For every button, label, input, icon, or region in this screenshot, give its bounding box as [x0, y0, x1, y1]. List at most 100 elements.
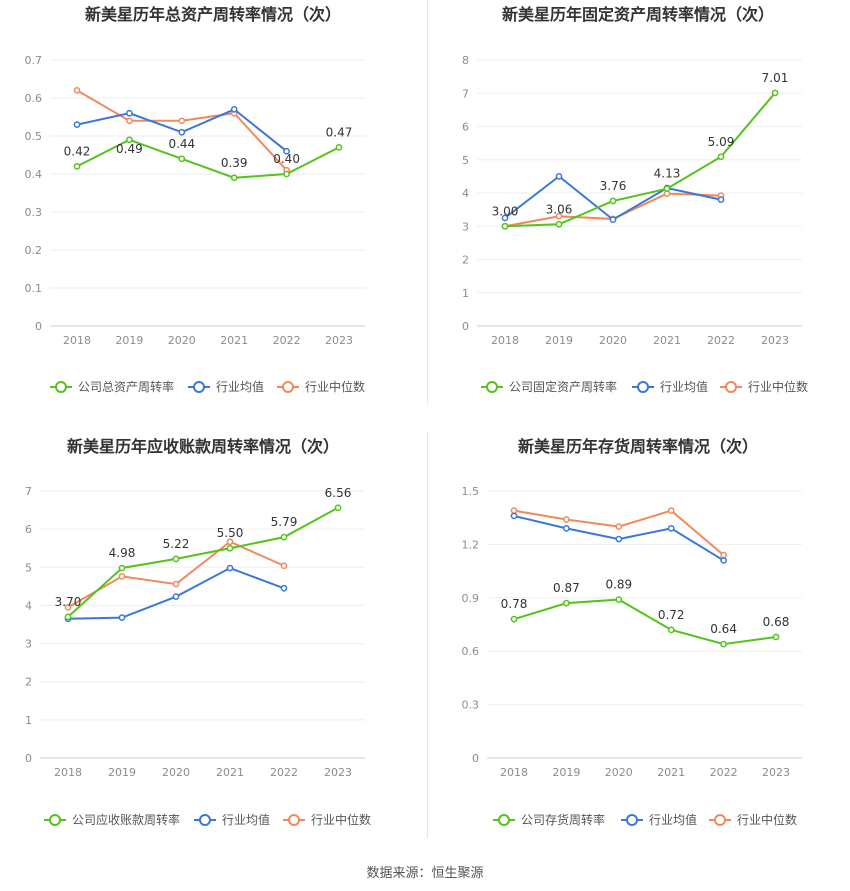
y-tick-label: 2	[25, 676, 32, 689]
data-label: 5.79	[271, 515, 298, 529]
legend-label: 行业中位数	[305, 379, 365, 394]
x-tick-label: 2022	[707, 334, 735, 347]
x-tick-label: 2019	[108, 766, 136, 779]
data-point	[510, 615, 518, 623]
data-point	[126, 109, 133, 117]
chart-panel-3: 新美星历年应收账款周转率情况（次） 0 1 2 3 4 5 6 7 2018 2019 2020 202…	[25, 437, 371, 827]
legend-label: 行业中位数	[748, 379, 808, 394]
y-tick-label: 0	[25, 752, 32, 765]
y-tick-label: 0.9	[462, 592, 480, 605]
data-point	[720, 551, 727, 559]
data-label: 5.09	[708, 135, 735, 149]
data-point	[720, 557, 727, 564]
data-point	[510, 512, 518, 520]
series-line-company	[504, 92, 776, 228]
x-tick-label: 2018	[491, 334, 519, 347]
x-tick-label: 2022	[273, 334, 301, 347]
data-point	[73, 163, 81, 170]
legend-swatch-marker	[626, 814, 638, 826]
data-label: 0.47	[326, 125, 353, 139]
data-point	[178, 155, 186, 163]
y-tick-label: 0.7	[25, 54, 43, 67]
data-point	[501, 222, 509, 230]
data-point	[772, 633, 780, 641]
y-tick-label: 7	[462, 87, 469, 100]
legend-swatch-marker	[282, 381, 294, 393]
y-tick-label: 3	[25, 638, 32, 651]
data-point	[717, 196, 725, 203]
legend-item: 公司固定资产周转率	[481, 379, 617, 394]
legend-swatch-marker	[55, 381, 67, 393]
data-point	[73, 121, 81, 128]
chart-panel-1: 新美星历年总资产周转率情况（次） 0 0.1 0.2 0.3 0.4 0.5 0.6 0.7 20…	[25, 5, 366, 394]
x-tick-label: 2023	[324, 766, 352, 779]
vertical-divider	[427, 0, 428, 405]
legend-item: 公司总资产周转率	[50, 379, 174, 394]
x-tick-label: 2022	[270, 766, 298, 779]
data-label: 0.44	[168, 137, 195, 151]
x-tick-label: 2019	[115, 334, 143, 347]
data-point	[280, 533, 288, 541]
data-label: 0.68	[763, 615, 790, 629]
x-tick-label: 2022	[710, 766, 738, 779]
y-tick-label: 8	[462, 54, 469, 67]
data-point	[563, 525, 570, 532]
legend-label: 行业中位数	[737, 812, 797, 827]
legend-item: 行业中位数	[277, 379, 365, 394]
x-tick-label: 2019	[545, 334, 573, 347]
data-point	[615, 596, 623, 603]
data-point	[615, 535, 623, 543]
legend-item: 行业均值	[188, 379, 264, 394]
data-point	[118, 614, 126, 621]
chart-title: 新美星历年应收账款周转率情况（次）	[67, 437, 339, 456]
legend-label: 行业均值	[222, 812, 270, 827]
y-tick-label: 0.6	[462, 645, 480, 658]
x-tick-label: 2018	[500, 766, 528, 779]
data-point	[510, 507, 518, 514]
y-tick-label: 0.1	[25, 282, 43, 295]
data-label: 0.72	[658, 608, 685, 622]
y-tick-label: 0.3	[25, 206, 43, 219]
legend-label: 行业均值	[660, 379, 708, 394]
legend-swatch-marker	[486, 381, 498, 393]
x-tick-label: 2020	[599, 334, 627, 347]
y-tick-label: 0	[35, 320, 42, 333]
data-point	[73, 87, 81, 94]
data-point	[555, 220, 563, 228]
data-point	[64, 603, 72, 611]
data-point	[118, 573, 126, 580]
data-point	[172, 555, 180, 563]
data-point	[720, 640, 727, 648]
data-label: 6.56	[325, 486, 352, 500]
data-point	[178, 117, 186, 125]
series-line-company	[76, 138, 340, 179]
y-tick-label: 4	[25, 599, 32, 612]
vertical-divider	[427, 432, 428, 838]
y-tick-label: 0.3	[462, 699, 480, 712]
legend-item: 行业中位数	[709, 812, 797, 827]
data-point	[280, 562, 288, 570]
legend-item: 公司存货周转率	[493, 812, 605, 827]
data-point	[555, 212, 563, 220]
x-tick-label: 2018	[63, 334, 91, 347]
data-point	[230, 106, 238, 113]
data-label: 0.78	[501, 597, 528, 611]
data-label: 7.01	[762, 71, 789, 85]
data-label: 4.13	[654, 167, 681, 181]
data-point	[283, 147, 290, 155]
data-label: 0.87	[553, 581, 580, 595]
legend-item: 行业均值	[632, 379, 708, 394]
legend-label: 公司存货周转率	[521, 812, 605, 827]
series-line-industry-median	[513, 509, 725, 556]
data-label: 3.06	[546, 202, 573, 216]
legend-label: 公司应收账款周转率	[72, 812, 180, 827]
legend-swatch-marker	[725, 381, 737, 393]
data-point	[609, 216, 617, 223]
y-tick-label: 1.5	[462, 485, 480, 498]
legend-item: 行业均值	[621, 812, 697, 827]
data-label: 0.64	[710, 622, 737, 636]
data-point	[172, 580, 180, 588]
data-point	[609, 197, 617, 205]
data-point	[64, 613, 72, 621]
